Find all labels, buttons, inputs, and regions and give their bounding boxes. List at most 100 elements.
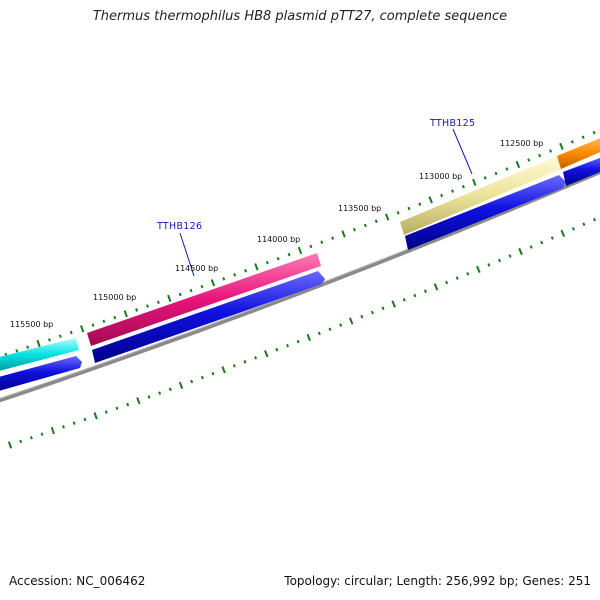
outer-tick (341, 230, 346, 238)
outer-tick (538, 153, 542, 158)
outer-tick (320, 240, 324, 244)
gene-label-tthb125[interactable]: TTHB125 (429, 118, 475, 129)
outer-tick (189, 288, 193, 293)
gene-pointer-tthb126 (179, 232, 195, 277)
inner-tick (381, 306, 385, 311)
tick-label-114000: 114000 bp (257, 235, 300, 244)
gene-feature-pink[interactable] (87, 253, 321, 346)
tick-label-114500: 114500 bp (175, 264, 218, 273)
topology-summary: Topology: circular; Length: 256,992 bp; … (284, 574, 591, 588)
outer-tick (265, 260, 269, 265)
inner-tick (296, 339, 300, 344)
inner-tick (83, 417, 87, 422)
outer-tick (48, 338, 51, 342)
cds-arrow-3[interactable] (405, 175, 566, 250)
outer-tick (222, 277, 226, 281)
inner-tick (360, 314, 364, 319)
outer-tick (461, 184, 465, 189)
outer-tick (15, 349, 19, 353)
inner-tick (29, 436, 33, 440)
inner-tick (455, 276, 459, 280)
cds-arrow-1[interactable] (0, 356, 82, 392)
inner-tick (147, 395, 151, 399)
outer-tick (276, 256, 280, 261)
inner-tick (317, 331, 321, 336)
outer-tick (287, 252, 291, 257)
backbone-line (0, 169, 600, 403)
outer-tick (472, 178, 477, 186)
outer-tick (384, 213, 390, 221)
inner-tick (370, 310, 374, 315)
outer-tick (527, 158, 531, 162)
outer-tick (483, 176, 487, 180)
outer-tick (167, 294, 172, 303)
gene-label-tthb126[interactable]: TTHB126 (156, 221, 202, 232)
outer-tick (450, 189, 455, 193)
outer-tick (254, 263, 259, 271)
inner-tick (529, 245, 533, 249)
inner-tick (433, 283, 439, 291)
outer-tick (505, 167, 509, 171)
outer-tick (309, 244, 313, 249)
outer-tick (178, 292, 182, 297)
inner-tick-rail (7, 217, 597, 449)
outer-tick (102, 319, 106, 324)
outer-tick (396, 211, 400, 215)
inner-tick (550, 236, 554, 240)
map-title: Thermus thermophilus HB8 plasmid pTT27, … (92, 9, 508, 24)
outer-tick (135, 308, 139, 312)
inner-tick (540, 240, 544, 245)
outer-tick (592, 130, 596, 135)
tick-label-113000: 113000 bp (419, 172, 462, 181)
outer-tick (352, 227, 356, 232)
inner-tick (221, 366, 226, 374)
inner-tick (158, 391, 162, 395)
inner-tick (466, 272, 470, 276)
outer-tick (200, 284, 204, 289)
outer-tick (331, 236, 335, 240)
outer-tick (233, 273, 237, 277)
outer-tick (244, 269, 248, 273)
inner-tick (328, 327, 332, 331)
inner-tick (104, 410, 108, 414)
tick-label-113500: 113500 bp (338, 204, 381, 213)
outer-tick (80, 325, 85, 333)
inner-tick (19, 439, 23, 444)
gene-feature-cyan[interactable] (0, 338, 79, 372)
outer-tick (146, 304, 149, 308)
inner-tick (211, 371, 215, 376)
outer-tick (36, 339, 41, 348)
inner-tick (582, 222, 586, 227)
inner-tick (50, 426, 55, 435)
inner-tick (136, 397, 141, 405)
outer-tick (363, 223, 367, 228)
outer-tick (91, 323, 95, 327)
tick-label-115500: 115500 bp (10, 320, 53, 329)
gene-feature-orange[interactable] (557, 136, 600, 169)
outer-tick (113, 315, 117, 320)
outer-tick (297, 246, 303, 255)
outer-tick (440, 193, 444, 198)
cds-arrow-4[interactable] (563, 156, 600, 186)
cds-arrow-2[interactable] (92, 271, 325, 363)
inner-tick (339, 323, 343, 327)
inner-tick (190, 379, 194, 384)
outer-tick (494, 171, 498, 176)
inner-tick (254, 356, 258, 360)
outer-tick (123, 310, 128, 318)
inner-tick (348, 317, 354, 325)
inner-tick (423, 289, 427, 293)
inner-tick (264, 350, 269, 358)
inner-tick (413, 293, 417, 298)
inner-tick (232, 364, 236, 368)
outer-tick (581, 135, 585, 140)
accession-text: Accession: NC_006462 (9, 574, 146, 588)
gene-feature-khaki[interactable] (400, 156, 561, 235)
outer-tick (428, 196, 433, 204)
outer-tick (374, 219, 378, 224)
inner-tick (7, 441, 13, 449)
inner-tick (508, 254, 512, 258)
inner-tick (115, 406, 119, 411)
inner-tick (497, 258, 502, 263)
tick-label-115000: 115000 bp (93, 293, 136, 302)
